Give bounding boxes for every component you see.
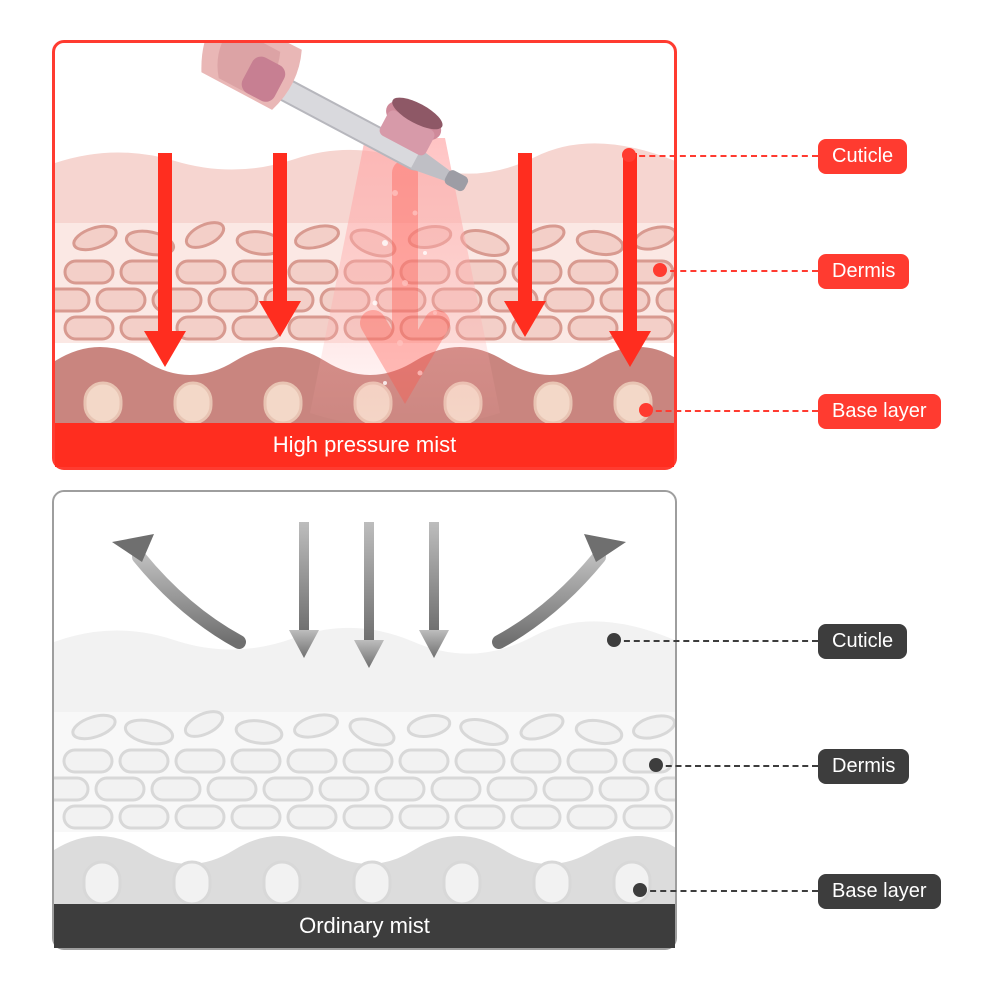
top-dot-dermis: [653, 263, 667, 277]
caption-high-pressure-text: High pressure mist: [273, 432, 456, 458]
label-bottom-base-text: Base layer: [832, 880, 927, 902]
label-bottom-cuticle-text: Cuticle: [832, 630, 893, 652]
caption-high-pressure: High pressure mist: [55, 423, 674, 467]
top-dot-cuticle: [622, 148, 636, 162]
bottom-dot-cuticle: [607, 633, 621, 647]
top-leader-dermis: [660, 270, 818, 272]
label-top-cuticle-text: Cuticle: [832, 145, 893, 167]
label-top-cuticle: Cuticle: [818, 139, 907, 174]
label-bottom-dermis-text: Dermis: [832, 755, 895, 777]
panel-high-pressure-inner: [55, 43, 674, 467]
bottom-leader-base: [640, 890, 818, 892]
panel-high-pressure: High pressure mist: [52, 40, 677, 470]
top-leader-cuticle: [629, 155, 818, 157]
label-bottom-dermis: Dermis: [818, 749, 909, 784]
label-top-dermis-text: Dermis: [832, 260, 895, 282]
caption-ordinary: Ordinary mist: [54, 904, 675, 948]
caption-ordinary-text: Ordinary mist: [299, 913, 430, 939]
label-bottom-cuticle: Cuticle: [818, 624, 907, 659]
bottom-leader-dermis: [656, 765, 818, 767]
top-dot-base: [639, 403, 653, 417]
label-bottom-base: Base layer: [818, 874, 941, 909]
panel-ordinary-inner: [54, 492, 675, 948]
panel-ordinary: Ordinary mist: [52, 490, 677, 950]
label-top-dermis: Dermis: [818, 254, 909, 289]
bottom-dot-dermis: [649, 758, 663, 772]
bottom-leader-cuticle: [614, 640, 818, 642]
top-leader-base: [646, 410, 818, 412]
label-top-base: Base layer: [818, 394, 941, 429]
bottom-illustration: [54, 492, 675, 948]
label-top-base-text: Base layer: [832, 400, 927, 422]
top-illustration: [55, 43, 674, 467]
bottom-dot-base: [633, 883, 647, 897]
